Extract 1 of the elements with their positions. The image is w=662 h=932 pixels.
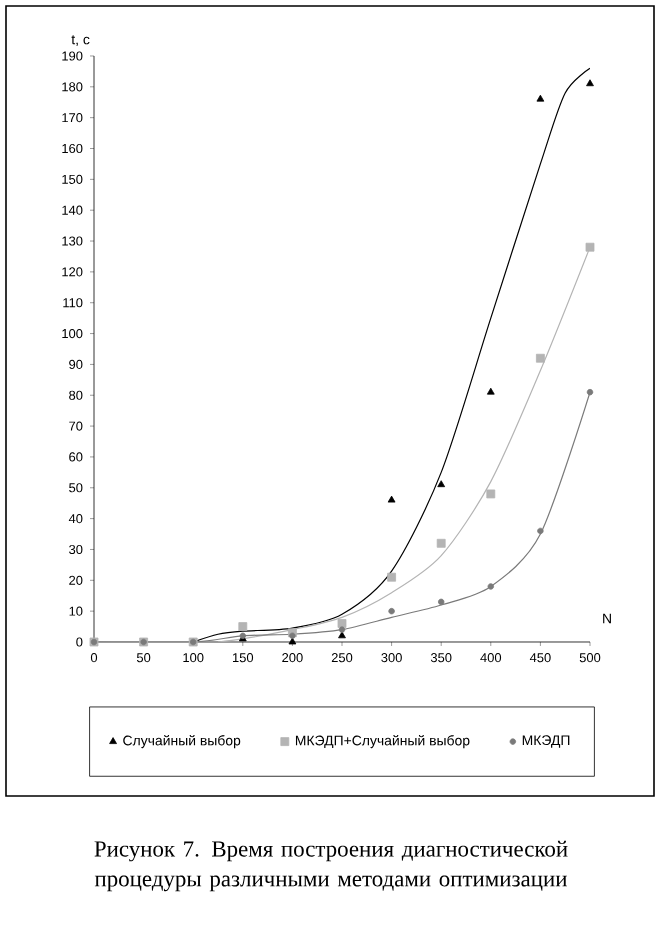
text: Рисунок 7. Время построения диагностической процедуры различными методами оптимизации — [94, 840, 568, 892]
